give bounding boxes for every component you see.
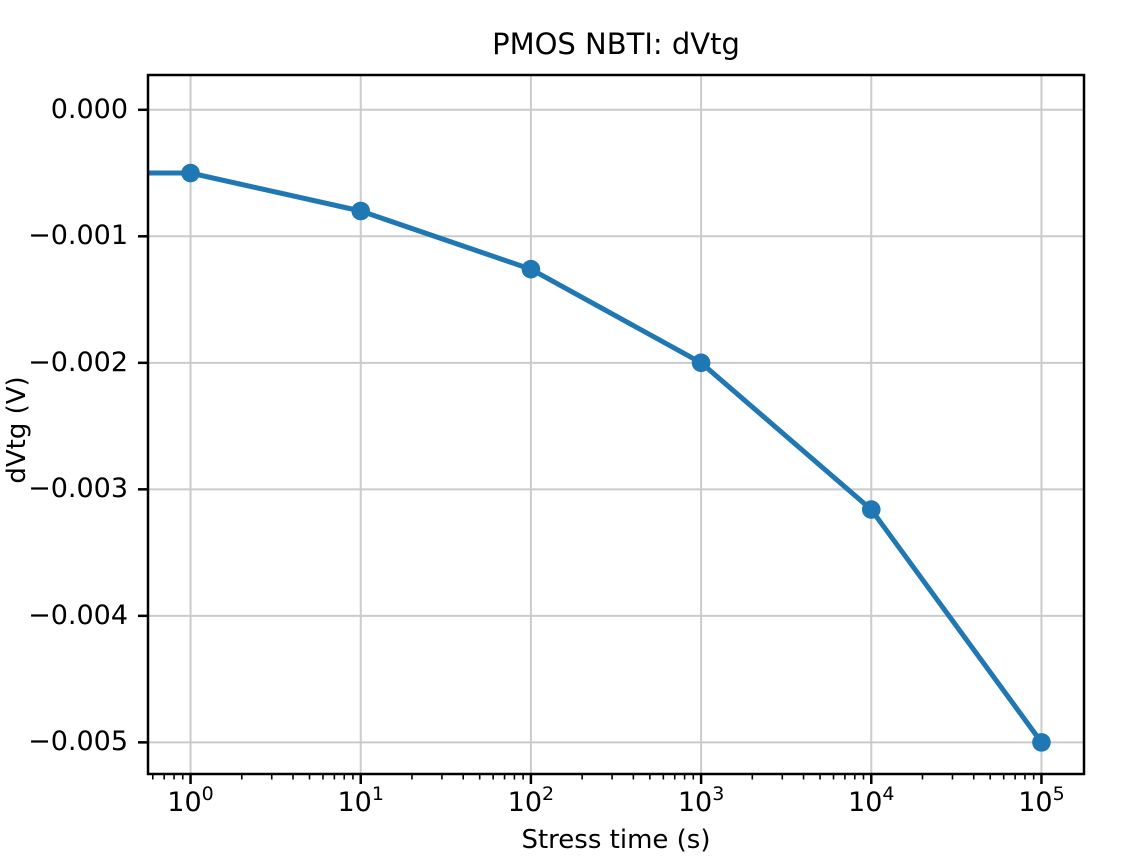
data-point-marker [861,500,881,519]
y-tick-labels: 0.000 −0.001 −0.002 −0.003 −0.004 −0.005 [0,0,128,859]
x-tick-exponent: 0 [201,783,214,805]
x-tick-label: 105 [1018,783,1064,820]
x-tick-exponent: 2 [542,783,555,805]
x-tick-label: 103 [677,783,724,820]
x-axis-label: Stress time (s) [521,825,711,855]
x-tick-labels: 100 101 102 103 104 105 [0,783,1141,838]
x-tick-base: 10 [848,787,883,818]
x-tick-base: 10 [167,787,202,818]
x-tick-label: 101 [337,783,383,820]
y-tick-label: −0.005 [28,726,128,758]
data-point-marker [691,353,711,373]
x-tick-base: 10 [337,787,372,818]
x-tick-label: 100 [167,783,213,820]
x-tick-label: 104 [848,783,894,820]
series-line [148,170,1044,744]
y-tick-label: −0.001 [28,220,128,252]
x-tick-exponent: 1 [371,783,384,805]
x-tick-exponent: 5 [1052,783,1065,805]
x-tick-base: 10 [677,787,713,818]
x-tick-exponent: 3 [712,783,725,805]
x-tick-base: 10 [507,787,543,818]
x-tick-base: 10 [1018,787,1053,818]
y-tick-label: −0.004 [28,599,128,631]
x-tick-exponent: 4 [882,783,895,805]
y-tick-label: 0.000 [50,93,128,125]
data-point-marker [521,259,541,279]
chart-title: PMOS NBTI: dVtg [492,27,740,61]
y-tick-label: −0.002 [28,346,128,378]
y-tick-label: −0.003 [28,473,128,505]
data-point-marker [351,201,371,221]
data-point-marker [1032,733,1051,752]
plot-border [146,73,1086,776]
x-tick-label: 102 [507,783,554,820]
data-point-marker [181,163,200,183]
